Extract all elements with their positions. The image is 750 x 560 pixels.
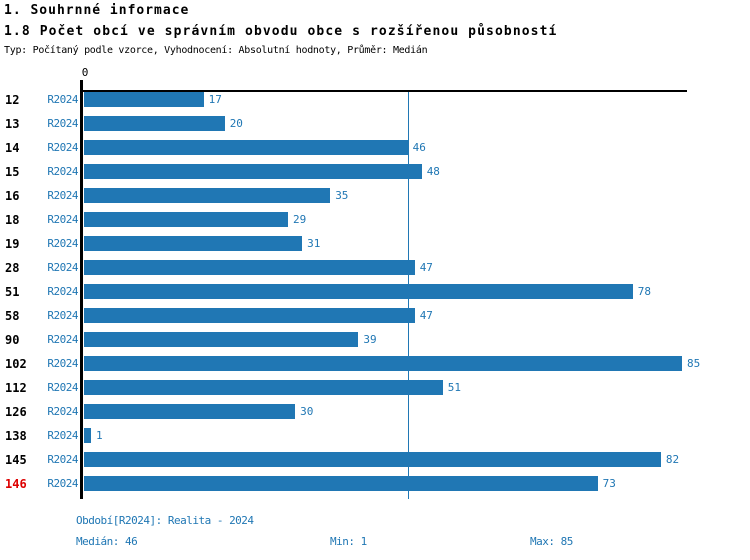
median-stat: Medián: 46 [76, 535, 138, 548]
bar [84, 236, 303, 251]
series-period-label: R2024 [47, 357, 78, 370]
category-label: 112 [5, 381, 27, 395]
series-period-label: R2024 [47, 429, 78, 442]
value-label: 82 [665, 453, 680, 466]
category-label: 13 [5, 117, 20, 131]
value-label: 51 [447, 381, 462, 394]
series-period-label: R2024 [47, 285, 78, 298]
bar [84, 476, 598, 491]
category-label: 138 [5, 429, 27, 443]
min-stat: Min: 1 [330, 535, 367, 548]
value-label: 39 [363, 333, 377, 346]
series-period-label: R2024 [47, 333, 78, 346]
bar [84, 92, 204, 107]
bar [84, 212, 288, 227]
series-period-label: R2024 [47, 165, 78, 178]
value-label: 73 [602, 477, 616, 490]
value-label: 17 [208, 93, 222, 106]
bar [84, 140, 408, 155]
value-label: 47 [419, 309, 433, 322]
x-axis-line [80, 90, 687, 92]
chart-meta: Typ: Počítaný podle vzorce, Vyhodnocení:… [4, 45, 428, 56]
bar-row: 16 R2024 35 [0, 184, 750, 208]
max-stat: Max: 85 [530, 535, 573, 548]
chart-title: 1.8 Počet obcí ve správním obvodu obce s… [4, 24, 558, 39]
bar-row: 58 R2024 47 [0, 304, 750, 328]
category-label: 19 [5, 237, 20, 251]
bar-row: 146 R2024 73 [0, 472, 750, 496]
series-period-label: R2024 [47, 405, 78, 418]
bar-row: 126 R2024 30 [0, 400, 750, 424]
series-period-label: R2024 [47, 237, 78, 250]
series-period-label: R2024 [47, 381, 78, 394]
category-label: 90 [5, 333, 20, 347]
category-label: 15 [5, 165, 20, 179]
bar-row: 51 R2024 78 [0, 280, 750, 304]
bar [84, 188, 331, 203]
bar [84, 308, 415, 323]
bar-row: 12 R2024 17 [0, 88, 750, 112]
category-label: 28 [5, 261, 20, 275]
category-label: 58 [5, 309, 20, 323]
bar-row: 90 R2024 39 [0, 328, 750, 352]
bar [84, 404, 296, 419]
bar-row: 102 R2024 85 [0, 352, 750, 376]
bar-row: 28 R2024 47 [0, 256, 750, 280]
bar-row: 138 R2024 1 [0, 424, 750, 448]
bar-row: 18 R2024 29 [0, 208, 750, 232]
category-label: 126 [5, 405, 27, 419]
value-label: 35 [335, 189, 349, 202]
bar-row: 13 R2024 20 [0, 112, 750, 136]
bar-row: 15 R2024 48 [0, 160, 750, 184]
bar-rows: 12 R2024 17 13 R2024 20 14 R2024 46 15 R2024 48 16 R2… [0, 88, 750, 496]
category-label: 18 [5, 213, 20, 227]
category-label: 145 [5, 453, 27, 467]
bar-row: 145 R2024 82 [0, 448, 750, 472]
bar-row: 112 R2024 51 [0, 376, 750, 400]
report-title: 1. Souhrnné informace [4, 3, 190, 18]
series-period-label: R2024 [47, 309, 78, 322]
value-label: 20 [229, 117, 243, 130]
value-label: 47 [419, 261, 433, 274]
value-label: 1 [96, 429, 103, 442]
value-axis-zero-label: 0 [81, 66, 89, 79]
category-label: 14 [5, 141, 20, 155]
series-period-label: R2024 [47, 477, 78, 490]
period-footnote: Období[R2024]: Realita - 2024 [76, 514, 254, 527]
series-period-label: R2024 [47, 93, 78, 106]
series-period-label: R2024 [47, 117, 78, 130]
bar [84, 452, 661, 467]
value-label: 48 [426, 165, 440, 178]
bar [84, 380, 443, 395]
series-period-label: R2024 [47, 261, 78, 274]
value-label: 31 [307, 237, 321, 250]
bar [84, 284, 633, 299]
category-label: 12 [5, 93, 20, 107]
bar [84, 116, 225, 131]
bar [84, 260, 415, 275]
value-label: 46 [412, 141, 426, 154]
bar-row: 14 R2024 46 [0, 136, 750, 160]
category-label: 51 [5, 285, 20, 299]
bar-row: 19 R2024 31 [0, 232, 750, 256]
value-label: 78 [637, 285, 652, 298]
category-label: 102 [5, 357, 27, 371]
category-label: 16 [5, 189, 20, 203]
series-period-label: R2024 [47, 189, 78, 202]
series-period-label: R2024 [47, 141, 78, 154]
category-label: 146 [5, 477, 27, 491]
value-label: 85 [687, 357, 701, 370]
bar [84, 356, 682, 371]
bar [84, 332, 359, 347]
series-period-label: R2024 [47, 213, 78, 226]
bar [84, 428, 91, 443]
value-label: 30 [300, 405, 314, 418]
bar [84, 164, 422, 179]
series-period-label: R2024 [47, 453, 78, 466]
y-axis-line [80, 80, 83, 499]
value-label: 29 [293, 213, 307, 226]
